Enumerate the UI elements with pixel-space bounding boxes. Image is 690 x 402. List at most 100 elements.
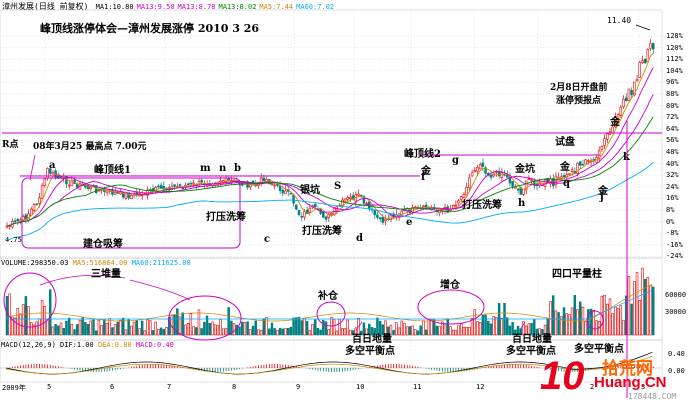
point-a: a: [49, 160, 56, 171]
volume-bar: [208, 322, 212, 336]
volume-bar: [11, 316, 14, 336]
candle-body: [76, 183, 79, 188]
volume-bar: [138, 328, 141, 336]
volume-bar: [281, 328, 285, 336]
volume-bar: [616, 308, 620, 336]
volume-bar: [151, 330, 155, 336]
volume-bar: [89, 320, 93, 336]
ma-line-10: [6, 67, 654, 227]
volume-bar: [262, 318, 266, 336]
volume-bar: [40, 300, 44, 336]
volume-bar: [305, 320, 309, 336]
volume-bar: [427, 318, 431, 336]
point-g: g: [452, 155, 459, 166]
volume-bar: [578, 301, 582, 336]
volume-bar: [454, 329, 458, 336]
candle-body: [624, 97, 628, 102]
volume-bar: [516, 325, 520, 336]
volume-bar: [5, 296, 9, 336]
volume-ellipse-5: [586, 310, 604, 330]
watermark-brand-cn: 拾荒网: [602, 359, 653, 379]
try-plate-label: 试盘: [555, 137, 575, 148]
volume-bar: [576, 309, 579, 336]
macd-header: MACD(12,26,9) DIF:1.00 DEA:0.80 MACD:0.4…: [1, 341, 174, 349]
volume-bar: [568, 314, 571, 336]
volume-bar: [295, 317, 298, 336]
macd-label: MACD(12,26,9): [1, 341, 56, 349]
stock-title: 漳州发展(日线 前复权): [2, 2, 89, 11]
candle-body: [308, 207, 312, 213]
macd-dea-line: [5, 355, 653, 375]
volume-bar: [370, 326, 374, 336]
price-axis-tick: -24%: [666, 252, 683, 261]
volume-bar: [189, 313, 193, 336]
candle-body: [365, 202, 368, 205]
volume-bar: [132, 321, 136, 336]
candle-body: [527, 178, 531, 180]
volume-bar: [30, 322, 33, 336]
point-j: j: [600, 192, 604, 203]
macd-panel-frame: [0, 339, 663, 383]
volume-bar: [554, 310, 558, 336]
volume-bar: [230, 320, 233, 336]
price-axis-tick: 112%: [666, 55, 683, 64]
date-month: 7: [167, 383, 172, 391]
peak-line-1-label: 峰顶线1: [94, 165, 131, 176]
volume-bar: [386, 326, 390, 336]
volume-bar: [362, 322, 366, 336]
volume-bar: [351, 330, 355, 336]
macd-tick-1: 0.40: [668, 350, 685, 358]
volume-bar: [368, 323, 371, 336]
balance-point-3: 多空平衡点: [574, 344, 624, 355]
point-q: q: [563, 178, 570, 189]
candle-body: [127, 192, 130, 199]
volume-bar: [149, 320, 152, 336]
volume-bar: [38, 318, 41, 336]
volume-bar: [570, 307, 574, 336]
volume-bar: [130, 325, 133, 336]
candle-body: [478, 164, 482, 170]
volume-bar: [468, 327, 471, 336]
date-month: 12: [476, 383, 485, 391]
point-s: S: [334, 181, 342, 192]
date-month: 6: [110, 383, 115, 391]
volume-bar: [119, 319, 122, 336]
volume-bar: [603, 295, 606, 336]
volume-bar: [92, 319, 95, 336]
date-month: 3: [641, 383, 646, 391]
candle-body: [192, 182, 195, 185]
suppress-wash-label-2: 打压洗筹: [302, 226, 342, 237]
volume-label: VOLUME:: [1, 259, 31, 267]
volume-bar: [543, 324, 547, 336]
candle-body: [313, 203, 317, 208]
volume-bar: [354, 327, 358, 336]
volume-bar: [300, 320, 303, 336]
volume-bar: [181, 312, 184, 336]
candle-body: [592, 159, 595, 161]
volume-bar: [246, 321, 249, 336]
volume-bar: [608, 298, 612, 336]
candle-body: [530, 179, 533, 181]
candle-body: [511, 181, 514, 187]
candle-body: [568, 173, 571, 176]
price-axis-tick: 16%: [666, 194, 679, 203]
candle-body: [124, 193, 128, 199]
macd-dif-line: [5, 351, 653, 375]
price-axis-tick: -8%: [666, 229, 679, 238]
candle-body: [159, 184, 163, 189]
price-axis-tick: 104%: [666, 66, 683, 75]
volume-bar: [162, 329, 166, 336]
candle-body: [459, 196, 463, 201]
volume-bar: [205, 315, 209, 336]
candle-body: [89, 186, 93, 190]
volume-ma-line: [5, 283, 653, 322]
volume-bar: [316, 327, 320, 336]
candle-body: [649, 43, 652, 49]
volume-bar: [173, 314, 176, 336]
volume-bar: [522, 321, 525, 336]
candle-body: [606, 133, 609, 140]
candle-body: [273, 184, 276, 187]
volume-bar: [465, 326, 468, 336]
volume-bar: [649, 285, 652, 336]
